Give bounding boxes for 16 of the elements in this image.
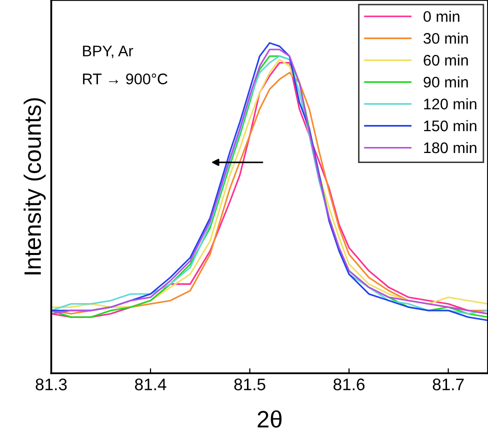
legend-label: 120 min	[424, 98, 476, 110]
x-tick-label: 81.4	[135, 378, 166, 390]
legend-label: 60 min	[424, 54, 468, 66]
x-tick-label: 81.6	[334, 378, 365, 390]
x-axis-title: 2θ	[258, 410, 282, 428]
annotation: BPY, Ar	[83, 46, 134, 58]
x-tick-label: 81.3	[36, 378, 67, 390]
legend-label: 150 min	[424, 120, 476, 132]
legend-label: 180 min	[424, 142, 476, 154]
x-tick-label: 81.5	[234, 378, 266, 390]
legend-label: 0 min	[424, 10, 460, 22]
legend-label: 90 min	[424, 76, 468, 88]
y-axis-title: Intensity (counts)	[24, 98, 46, 274]
x-tick-label: 81.7	[432, 378, 464, 390]
annotation: RT → 900°C	[83, 74, 168, 84]
legend-label: 30 min	[424, 32, 468, 44]
